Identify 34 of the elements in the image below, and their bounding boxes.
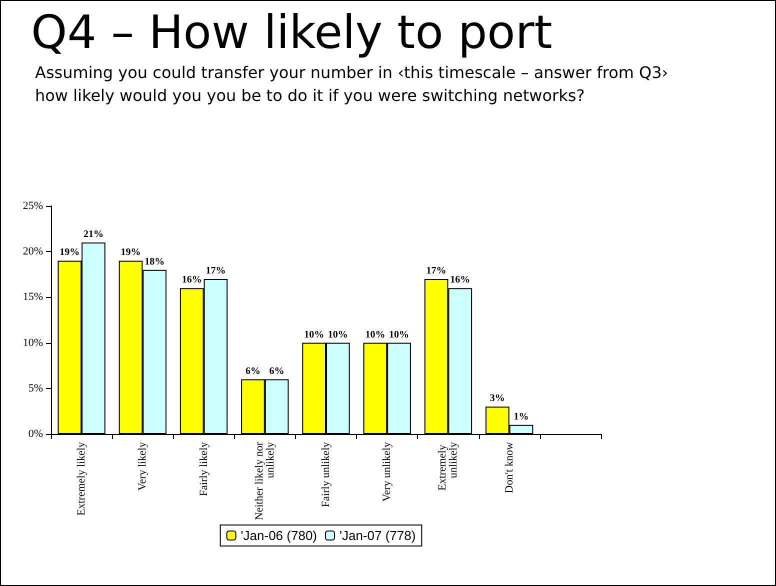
x-tick-label: Very unlikely — [381, 442, 394, 502]
legend-label: 'Jan-06 (780) — [240, 528, 318, 543]
x-tick-label: Very likely — [136, 442, 149, 491]
y-tick-label: 0% — [28, 428, 43, 440]
data-label: 19% — [120, 247, 141, 258]
x-tick-label: Don't know — [503, 442, 516, 494]
data-label: 21% — [83, 228, 104, 240]
data-label: 18% — [144, 256, 165, 268]
chart-title: Q4 – How likely to port — [31, 5, 552, 59]
data-label: 16% — [450, 274, 470, 286]
data-label: 10% — [328, 329, 348, 340]
x-tick-label: Extremely unlikely — [436, 442, 460, 491]
legend-label: 'Jan-07 (778) — [340, 528, 416, 543]
chart-subtitle: Assuming you could transfer your number in ‹this timescale – answer from Q3› how likely would you you be to do it if you were switching networks? — [35, 62, 670, 107]
x-tick-label: Fairly likely — [198, 442, 210, 496]
data-label: 16% — [182, 274, 202, 286]
data-label: 10% — [365, 329, 386, 340]
data-label: 19% — [60, 247, 80, 258]
y-tick-label: 10% — [22, 336, 43, 349]
data-label: 17% — [206, 265, 226, 276]
data-label: 17% — [426, 265, 446, 276]
x-tick-label: Fairly unlikely — [320, 442, 332, 508]
data-label: 6% — [245, 366, 260, 377]
data-label: 10% — [389, 329, 410, 340]
y-tick-label: 15% — [22, 291, 43, 304]
x-tick-label: Extremely likely — [76, 442, 88, 516]
y-tick-label: 25% — [22, 200, 43, 212]
y-tick-label: 5% — [28, 382, 43, 394]
x-tick-label: Neither likely nor unlikely — [253, 442, 276, 520]
data-label: 3% — [490, 393, 505, 404]
data-label: 10% — [304, 329, 324, 340]
data-label: 1% — [514, 411, 529, 422]
y-tick-label: 20% — [22, 246, 43, 258]
data-label: 6% — [269, 366, 284, 377]
